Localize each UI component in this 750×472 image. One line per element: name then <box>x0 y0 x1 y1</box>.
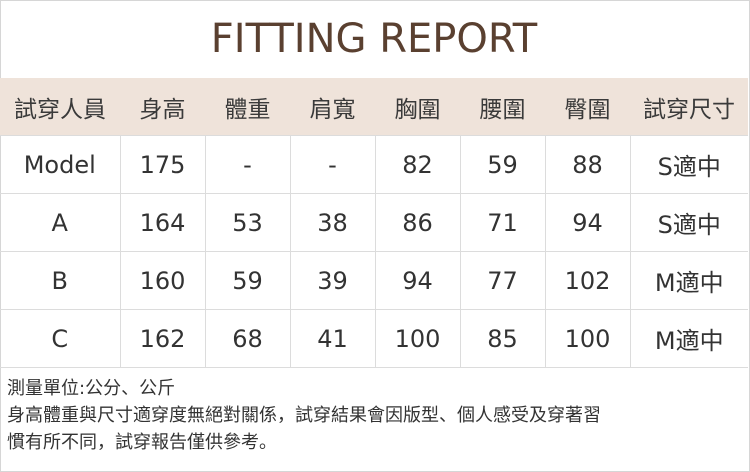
cell-hip: 100 <box>544 309 631 368</box>
cell-hip: 88 <box>544 135 631 194</box>
report-title: FITTING REPORT <box>210 16 538 62</box>
cell-height: 164 <box>119 193 206 252</box>
cell-tester: B <box>0 251 121 310</box>
cell-weight: 68 <box>204 309 291 368</box>
cell-hip: 94 <box>544 193 631 252</box>
cell-size: M適中 <box>629 251 748 310</box>
table-row: A 164 53 38 86 71 94 S適中 <box>0 193 748 252</box>
cell-tester: A <box>0 193 121 252</box>
header-waist: 腰圍 <box>460 78 545 136</box>
cell-size: M適中 <box>629 309 748 368</box>
cell-tester: Model <box>0 135 121 194</box>
fitting-table: 試穿人員 身高 體重 肩寬 胸圍 腰圍 臀圍 試穿尺寸 Model 175- -82… <box>0 78 748 368</box>
cell-size: S適中 <box>629 193 748 252</box>
cell-waist: 85 <box>459 309 546 368</box>
cell-chest: 82 <box>374 135 461 194</box>
header-tester: 試穿人員 <box>0 78 120 136</box>
cell-tester: C <box>0 309 121 368</box>
header-row: 試穿人員 身高 體重 肩寬 胸圍 腰圍 臀圍 試穿尺寸 <box>0 78 748 136</box>
header-shoulder: 肩寬 <box>290 78 375 136</box>
cell-weight: 53 <box>204 193 291 252</box>
cell-waist: 59 <box>459 135 546 194</box>
cell-shoulder: - <box>289 135 376 194</box>
note-disclaimer-1: 身高體重與尺寸適穿度無絕對關係，試穿結果會因版型、個人感受及穿著習 <box>7 405 601 426</box>
table-row: B 160 59 39 94 77 102 M適中 <box>0 251 748 310</box>
header-height: 身高 <box>120 78 205 136</box>
cell-hip: 102 <box>544 251 631 310</box>
header-size: 試穿尺寸 <box>630 78 748 136</box>
note-units: 測量單位:公分、公斤 <box>7 378 176 399</box>
cell-size: S適中 <box>629 135 748 194</box>
cell-chest: 100 <box>374 309 461 368</box>
cell-waist: 77 <box>459 251 546 310</box>
cell-shoulder: 41 <box>289 309 376 368</box>
cell-shoulder: 39 <box>289 251 376 310</box>
header-chest: 胸圍 <box>375 78 460 136</box>
cell-height: 160 <box>119 251 206 310</box>
cell-waist: 71 <box>459 193 546 252</box>
cell-height: 162 <box>119 309 206 368</box>
table-row: C 162 68 41 100 85 100 M適中 <box>0 309 748 368</box>
cell-chest: 86 <box>374 193 461 252</box>
cell-weight: - <box>204 135 291 194</box>
notes: 測量單位:公分、公斤 身高體重與尺寸適穿度無絕對關係，試穿結果會因版型、個人感受… <box>7 375 601 456</box>
header-hip: 臀圍 <box>545 78 630 136</box>
note-disclaimer-2: 慣有所不同，試穿報告僅供參考。 <box>7 432 277 453</box>
cell-shoulder: 38 <box>289 193 376 252</box>
cell-height: 175 <box>119 135 206 194</box>
header-weight: 體重 <box>205 78 290 136</box>
cell-chest: 94 <box>374 251 461 310</box>
cell-weight: 59 <box>204 251 291 310</box>
table-row: Model 175- -82 59 88 S適中 <box>0 135 748 194</box>
